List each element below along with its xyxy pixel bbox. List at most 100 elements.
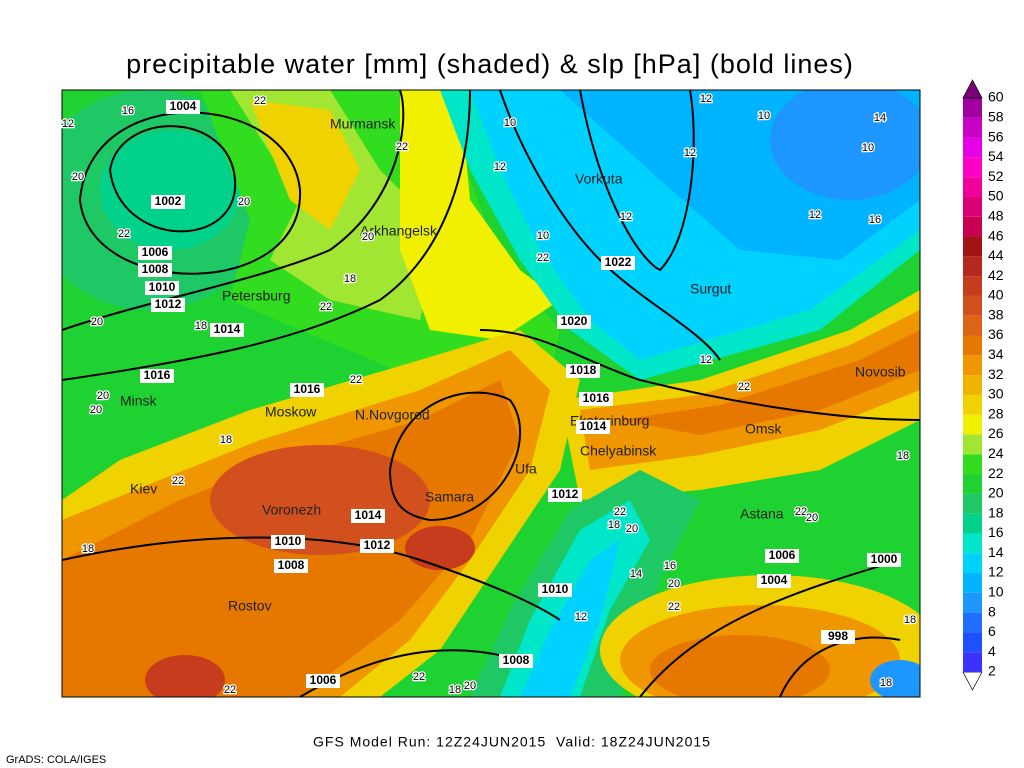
colorbar-label: 4 xyxy=(988,643,996,659)
colorbar-label: 18 xyxy=(988,504,1004,520)
isobar-label: 1012 xyxy=(155,297,182,311)
isobar-label-box xyxy=(145,281,179,295)
city-label: Rostov xyxy=(228,598,272,614)
city-label: Kiev xyxy=(130,481,157,497)
isobar-label-box xyxy=(271,535,305,549)
contour-label: 20 xyxy=(362,231,374,243)
contour-label: 20 xyxy=(72,171,84,183)
colorbar-bin xyxy=(963,236,982,257)
isobar-label-box xyxy=(566,364,600,378)
colorbar-bin xyxy=(963,117,982,138)
isobar-label-box xyxy=(499,654,533,668)
isobar-label: 1000 xyxy=(871,552,898,566)
colorbar-bin xyxy=(963,335,982,356)
contour-label: 10 xyxy=(758,110,770,122)
contour-label: 16 xyxy=(869,214,881,226)
contour-label: 20 xyxy=(806,512,818,524)
colorbar-bin xyxy=(963,652,982,672)
isobar-label: 1006 xyxy=(142,245,169,259)
isobar-label: 1020 xyxy=(561,314,588,328)
city-label: Ufa xyxy=(515,461,537,477)
colorbar-bin xyxy=(963,256,982,277)
isobar-label: 1010 xyxy=(542,582,569,596)
isobar-label: 1022 xyxy=(605,255,632,269)
colorbar-label: 56 xyxy=(988,128,1004,144)
colorbar-bin xyxy=(963,295,982,316)
isobar-label-box xyxy=(290,383,324,397)
colorbar-label: 30 xyxy=(988,386,1004,402)
colorbar-bin xyxy=(963,315,982,336)
contour-label: 20 xyxy=(238,196,250,208)
contour-label: 22 xyxy=(396,141,408,153)
credit: GrADS: COLA/IGES xyxy=(6,754,106,766)
city-label: N.Novgorod xyxy=(355,407,430,423)
isobar-label-box xyxy=(166,100,200,114)
colorbar-bin xyxy=(963,414,982,435)
city-label: Voronezh xyxy=(262,502,321,518)
isobar-label: 1008 xyxy=(142,262,169,276)
colorbar-label: 44 xyxy=(988,247,1004,263)
isobar-label: 1016 xyxy=(294,382,321,396)
city-label: Arkhangelsk xyxy=(360,223,438,239)
colorbar-label: 14 xyxy=(988,544,1004,560)
city-label: Murmansk xyxy=(330,116,396,132)
contour-label: 20 xyxy=(90,404,102,416)
isobar-label: 1014 xyxy=(355,508,382,522)
map-frame xyxy=(61,89,921,698)
contour-label: 22 xyxy=(614,506,626,518)
isobar-label: 1016 xyxy=(144,368,171,382)
contour-label: 18 xyxy=(195,320,207,332)
contour-label: 20 xyxy=(668,578,680,590)
city-label: Astana xyxy=(740,506,784,522)
isobar-label-box xyxy=(351,509,385,523)
contour-label: 22 xyxy=(668,601,680,613)
isobar-label: 1018 xyxy=(570,363,597,377)
colorbar-bin xyxy=(963,196,982,217)
contour-label: 10 xyxy=(504,117,516,129)
isobar-label-box xyxy=(306,674,340,688)
isobar-label-box xyxy=(557,315,591,329)
colorbar-label: 12 xyxy=(988,564,1004,580)
colorbar-label: 34 xyxy=(988,346,1004,362)
colorbar-bin xyxy=(963,355,982,376)
colorbar-bin xyxy=(963,632,982,653)
contour-label: 22 xyxy=(413,671,425,683)
city-label: Omsk xyxy=(745,421,783,437)
colorbar-label: 36 xyxy=(988,326,1004,342)
colorbar-over xyxy=(962,79,983,99)
contour-label: 22 xyxy=(537,252,549,264)
colorbar-bin xyxy=(963,612,982,633)
isobar-label: 1012 xyxy=(552,487,579,501)
isobar-label: 1008 xyxy=(278,558,305,572)
colorbar-label: 42 xyxy=(988,267,1004,283)
contour-label: 22 xyxy=(224,684,236,696)
field xyxy=(62,90,920,697)
title: precipitable water [mm] (shaded) & slp [… xyxy=(126,49,854,79)
colorbar-bin xyxy=(963,434,982,455)
colorbar-bin xyxy=(963,533,982,554)
colorbar-label: 52 xyxy=(988,168,1004,184)
contour-label: 18 xyxy=(449,684,461,696)
colorbar-label: 10 xyxy=(988,584,1004,600)
contour-label: 12 xyxy=(620,211,632,223)
contour-label: 16 xyxy=(122,105,134,117)
colorbar-label: 6 xyxy=(988,623,996,639)
contour-label: 14 xyxy=(874,112,886,124)
isobar-label-box xyxy=(867,553,901,567)
contour-label: 18 xyxy=(880,677,892,689)
city-label: Surgut xyxy=(690,281,731,297)
isobar-label: 1006 xyxy=(769,548,796,562)
colorbar-label: 24 xyxy=(988,445,1004,461)
colorbar-label: 60 xyxy=(988,89,1004,105)
colorbar-label: 16 xyxy=(988,524,1004,540)
isobar-label: 1014 xyxy=(580,419,607,433)
contour-label: 18 xyxy=(220,434,232,446)
city-label: Moskow xyxy=(265,404,317,420)
colorbar-bin xyxy=(963,493,982,514)
colorbar-bin xyxy=(963,157,982,178)
city-label: Vorkuta xyxy=(575,171,623,187)
contour-label: 22 xyxy=(172,475,184,487)
isobar-label-box xyxy=(579,392,613,406)
contour-label: 18 xyxy=(904,614,916,626)
